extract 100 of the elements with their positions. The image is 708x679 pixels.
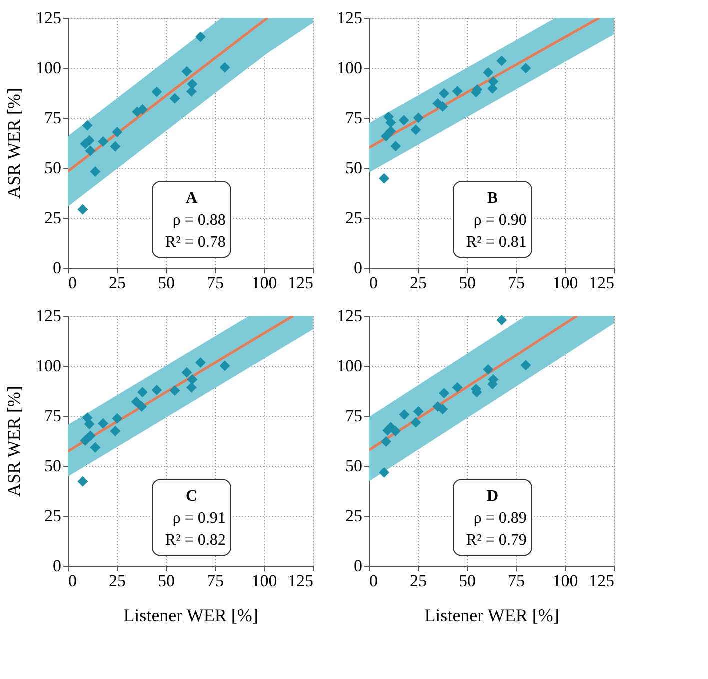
point [186,86,197,97]
point [496,314,508,326]
y-tick-label: 125 [337,8,362,28]
point [84,418,95,430]
y-tick-label: 75 [44,108,62,128]
x-tick-label: 75 [508,572,525,590]
x-tick-label: 0 [370,274,378,292]
point [386,118,396,128]
point [439,88,450,99]
x-tick-label: 125 [288,274,314,292]
point [381,436,392,448]
point [78,204,88,215]
point [137,387,148,398]
point [390,141,402,152]
point [136,402,148,412]
point [438,102,448,112]
point [132,106,143,118]
x-axis-title: Listener WER [%] [124,606,258,626]
y-tick-label: 25 [44,506,62,526]
point [381,131,392,142]
x-tick-label: 0 [68,572,77,590]
point [131,396,142,408]
point [379,467,390,478]
point [483,67,494,78]
point [438,404,448,415]
x-tick-label: 25 [109,572,126,590]
point [195,32,206,42]
point [379,173,390,184]
point [520,360,532,371]
point [152,86,162,98]
y-tick-label: 25 [44,208,62,228]
y-tick-label: 0 [53,258,62,278]
point [98,136,109,148]
x-tick-label: 25 [410,274,427,292]
point [220,360,230,372]
annotation: R² = 0.79 [466,532,527,549]
x-tick-label: 0 [370,572,378,590]
x-tick-label: 25 [410,572,427,590]
y-tick-label: 50 [346,158,362,178]
y-tick-label: 100 [36,356,62,376]
point [187,78,198,90]
point [390,426,401,436]
point [98,418,109,429]
x-tick-label: 75 [207,274,224,292]
point [187,374,198,385]
point [152,384,162,396]
point [78,476,88,487]
y-tick-label: 25 [346,208,362,228]
x-tick-label: 100 [252,274,278,292]
y-tick-label: 0 [354,258,362,278]
x-tick-label: 125 [589,274,614,292]
x-tick-label: 50 [459,274,476,292]
point [195,358,206,368]
x-axis-title: Listener WER [%] [424,606,560,626]
point [110,141,121,152]
y-tick-label: 100 [337,58,362,78]
point [410,417,422,428]
y-tick-label: 25 [346,506,362,526]
y-tick-label: 50 [346,456,362,476]
x-tick-label: 50 [459,572,476,590]
y-tick-label: 125 [36,306,62,326]
x-tick-label: 50 [158,274,175,292]
point [520,63,532,74]
annotation: ρ = 0.88 [172,212,226,229]
point [80,138,91,150]
point [413,406,424,417]
point [410,124,422,136]
x-tick-label: 75 [508,274,525,292]
x-tick-label: 100 [552,274,578,292]
point [496,56,508,66]
y-axis-title: ASR WER [%] [4,88,24,199]
x-tick-label: 50 [158,572,175,590]
y-tick-label: 75 [44,406,62,426]
point [82,120,93,131]
point [386,126,396,137]
annotation: R² = 0.81 [466,234,527,251]
point [90,442,101,453]
x-tick-label: 0 [68,274,77,292]
point [452,86,463,97]
annotation: R² = 0.82 [165,532,226,549]
point [483,364,494,375]
annotation: R² = 0.78 [165,234,226,251]
point [439,388,450,399]
annotation: ρ = 0.89 [474,510,527,527]
y-tick-label: 100 [36,58,62,78]
y-tick-label: 125 [337,306,362,326]
annotation: ρ = 0.90 [474,212,527,229]
point [413,112,424,124]
point [399,410,410,420]
point [398,115,410,126]
annotation: A [186,190,198,207]
point [186,382,197,393]
point [90,166,101,178]
point [80,436,91,446]
x-tick-label: 100 [552,572,578,590]
x-tick-label: 125 [589,572,614,590]
point [182,66,192,77]
y-tick-label: 0 [354,556,362,576]
point [112,413,123,424]
y-tick-label: 50 [44,158,62,178]
